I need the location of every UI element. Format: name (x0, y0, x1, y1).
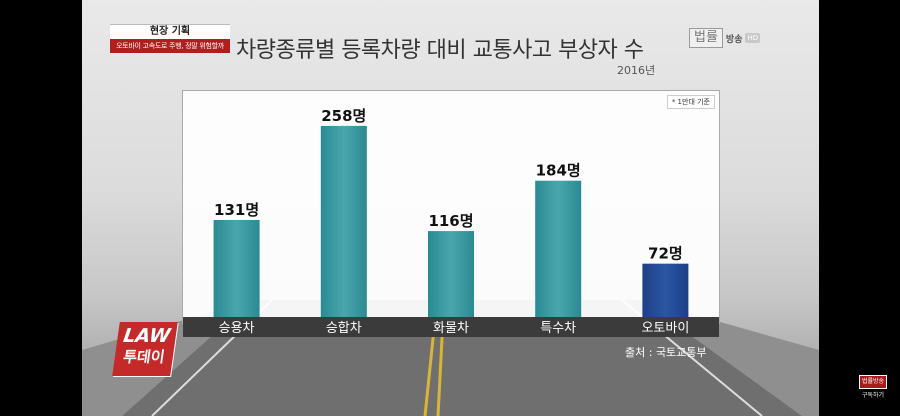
chart-note: * 1만대 기준 (666, 95, 715, 109)
channel-icon: 법률방송 (859, 375, 887, 389)
bar-화물차 (428, 231, 474, 317)
bar-승합차 (320, 125, 367, 317)
subscribe-badge[interactable]: 법률방송 구독하기 (859, 375, 887, 399)
bar-value-label: 184명 (536, 162, 581, 180)
video-player[interactable]: 현장 기획 오토바이 고속도로 주행, 정말 위험할까 차량종류별 등록차량 대… (82, 0, 819, 416)
news-caption: 현장 기획 오토바이 고속도로 주행, 정말 위험할까 (110, 24, 230, 53)
chart-title: 차량종류별 등록차량 대비 교통사고 부상자 수 (236, 38, 644, 63)
law-today-logo: LAW 투데이 (112, 322, 178, 376)
category-label: 특수차 (540, 321, 576, 336)
bar-오토바이 (642, 263, 689, 317)
law-logo-top: LAW (121, 325, 172, 347)
subscribe-label: 구독하기 (861, 392, 885, 399)
news-subtitle: 오토바이 고속도로 주행, 정말 위험할까 (110, 39, 230, 53)
logo-word: 법률 (689, 28, 723, 48)
bar-value-label: 258명 (321, 107, 366, 125)
bar-value-label: 72명 (648, 245, 683, 263)
category-label: 화물차 (433, 321, 469, 336)
bar-value-label: 116명 (428, 212, 473, 230)
source-label: 출처 : 국토교통부 (625, 346, 707, 359)
channel-logo: 법률 방송 HD (689, 28, 761, 48)
bar-value-label: 131명 (214, 201, 259, 219)
category-label: 오토바이 (641, 321, 689, 336)
category-band (183, 317, 719, 337)
logo-sub: 방송 (725, 34, 743, 45)
law-logo-bottom: 투데이 (121, 348, 166, 366)
bar-승용차 (213, 219, 260, 317)
chart-subtitle-year: 2016년 (617, 64, 656, 77)
category-label: 승용차 (219, 321, 255, 336)
hd-badge: HD (745, 33, 761, 43)
news-category: 현장 기획 (110, 24, 230, 39)
category-label: 승합차 (326, 321, 362, 336)
bar-특수차 (535, 180, 582, 317)
